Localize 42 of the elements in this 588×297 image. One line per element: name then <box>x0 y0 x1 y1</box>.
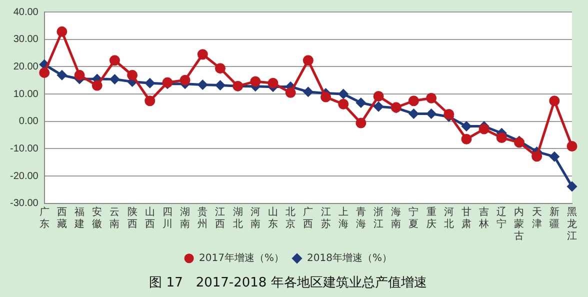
x-tick-label: 内蒙古 <box>514 206 524 242</box>
x-tick-label: 河北 <box>444 206 454 230</box>
y-tick-label: -20.00 <box>10 170 39 182</box>
x-tick-label: 吉林 <box>478 206 490 230</box>
x-tick-label: 陕西 <box>127 206 138 230</box>
text: 图 17 2017-2018 年各地区建筑业总产值增速 <box>149 276 427 291</box>
legend-label: 2017年增速（%） <box>199 252 284 264</box>
y-tick-label: 0.00 <box>18 116 39 128</box>
x-tick-label: 贵州 <box>198 206 208 230</box>
x-tick-label: 北京 <box>286 206 296 230</box>
legend-label: 2018年增速（%） <box>307 252 392 264</box>
x-tick-label: 广东 <box>39 206 50 230</box>
x-tick-label: 云南 <box>110 206 120 230</box>
x-tick-label: 江苏 <box>320 206 331 230</box>
x-tick-label: 辽宁 <box>496 206 507 230</box>
x-tick-label: 安徽 <box>92 206 102 230</box>
x-tick-label: 西藏 <box>56 206 67 230</box>
x-tick-label: 重庆 <box>426 206 436 230</box>
x-tick-label: 新疆 <box>549 206 560 230</box>
x-tick-label: 河南 <box>250 206 260 230</box>
x-tick-label: 浙江 <box>374 206 384 230</box>
x-tick-label: 山西 <box>144 206 155 230</box>
y-tick-label: 40.00 <box>13 6 39 18</box>
x-tick-label: 青海 <box>356 206 366 230</box>
x-tick-label: 江西 <box>215 206 226 230</box>
x-tick-label: 甘肃 <box>461 206 472 230</box>
x-tick-label: 湖南 <box>180 206 190 230</box>
x-tick-label: 福建 <box>74 206 85 230</box>
y-tick-label: -10.00 <box>10 143 39 154</box>
x-tick-label: 四川 <box>162 206 172 230</box>
x-tick-label: 广西 <box>303 206 314 230</box>
x-tick-label: 宁夏 <box>408 206 419 230</box>
y-tick-label: -30.00 <box>10 198 39 210</box>
x-tick-label: 天津 <box>532 206 542 230</box>
y-tick-label: 10.00 <box>13 88 39 100</box>
x-tick-label: 海南 <box>391 206 402 230</box>
x-tick-label: 黑龙江 <box>567 206 577 242</box>
x-tick-label: 湖北 <box>232 206 243 230</box>
x-tick-label: 上海 <box>338 206 348 230</box>
x-tick-label: 山东 <box>268 206 278 230</box>
y-tick-label: 20.00 <box>13 61 39 72</box>
y-tick-label: 30.00 <box>13 34 39 46</box>
